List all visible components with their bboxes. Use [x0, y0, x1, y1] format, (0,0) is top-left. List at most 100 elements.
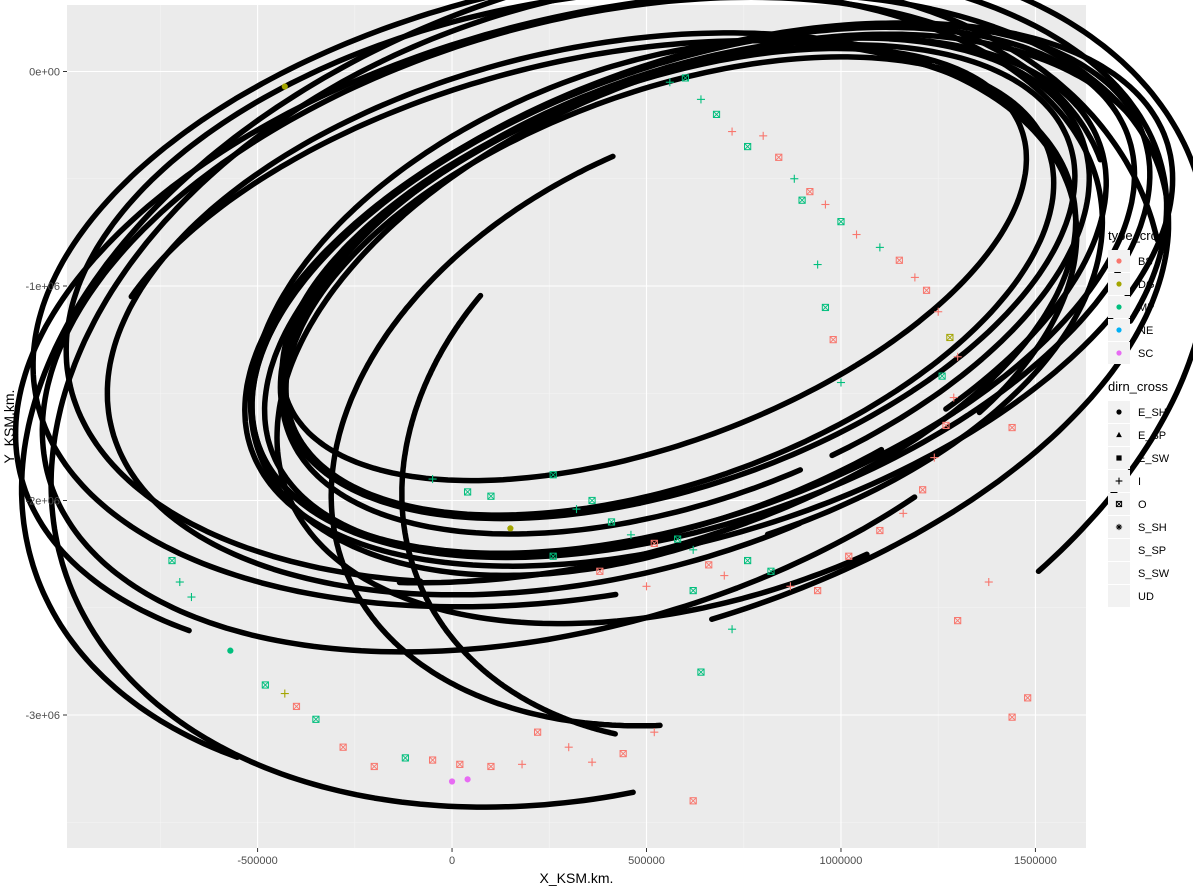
marker-MP-O: [837, 218, 845, 226]
legend-label-S_SH: S_SH: [1138, 522, 1167, 534]
marker-BS-O: [1024, 694, 1032, 702]
trajectory-E6: [39, 0, 1104, 655]
marker-BS-I: [650, 728, 659, 737]
marker-BS-O: [895, 256, 903, 264]
marker-layer: [168, 74, 1032, 805]
trajectory-E8: [48, 0, 1160, 810]
marker-BS-O: [428, 756, 437, 764]
marker-MP-O: [798, 196, 806, 204]
marker-BS-O: [1008, 423, 1016, 432]
major-gridlines: [67, 5, 1086, 848]
marker-BS-O: [1008, 713, 1016, 721]
x-axis-title: X_KSM.km.: [540, 870, 614, 886]
trajectory-E4: [30, 0, 1170, 610]
marker-BS-I: [852, 230, 861, 239]
y-tick-label: -2e+06: [25, 496, 60, 508]
legend-key-NE: [1116, 327, 1122, 333]
legend-label-BS: BS: [1138, 256, 1153, 268]
marker-DG-E_SH: [507, 525, 514, 532]
marker-MP-O: [938, 372, 946, 380]
marker-BS-O: [339, 743, 347, 751]
marker-BS-I: [934, 307, 943, 316]
marker-MP-I: [875, 243, 884, 252]
marker-BS-I: [518, 760, 527, 769]
marker-BS-O: [806, 188, 814, 196]
trajectory-E17: [247, 36, 933, 579]
marker-MP-O: [681, 74, 690, 82]
marker-BS-O: [942, 421, 950, 430]
trajectory-E5: [12, 0, 1172, 634]
legend-key-S_SH: [1115, 523, 1123, 531]
legend-key-SC: [1116, 350, 1122, 356]
marker-BS-O: [954, 617, 962, 625]
x-tick-label: -500000: [237, 855, 277, 867]
marker-BS-O: [814, 586, 822, 595]
legend-label-I: I: [1138, 476, 1141, 488]
legend-key-bg: [1108, 585, 1130, 607]
marker-BS-O: [487, 762, 495, 771]
legend-label-NE: NE: [1138, 325, 1153, 337]
marker-BS-O: [456, 760, 464, 768]
trajectory-E20: [399, 292, 618, 737]
marker-MP-O: [168, 556, 176, 565]
legend-label-DG: DG: [1138, 279, 1155, 291]
legend-key-bg: [1108, 539, 1130, 561]
marker-BS-I: [786, 582, 795, 591]
trajectory-layer: [12, 0, 1193, 810]
marker-MP-O: [697, 668, 705, 676]
marker-MP-I: [187, 593, 196, 602]
marker-MP-O: [549, 552, 557, 560]
marker-BS-I: [899, 509, 908, 518]
x-tick-label: 1000000: [820, 855, 863, 867]
marker-MP-I: [175, 577, 184, 587]
marker-MP-I: [728, 625, 737, 634]
marker-MP-O: [487, 492, 495, 500]
marker-BS-O: [876, 526, 884, 535]
trajectory-E16: [242, 20, 1176, 569]
marker-BS-I: [953, 352, 962, 361]
legend-label-SC: SC: [1138, 348, 1153, 360]
marker-MP-O: [674, 535, 682, 543]
marker-BS-O: [619, 750, 627, 758]
marker-BS-O: [829, 336, 837, 344]
marker-MP-O: [261, 681, 269, 689]
legend-key-bg: [1108, 562, 1130, 584]
marker-BS-O: [534, 728, 542, 736]
marker-MP-O: [549, 471, 557, 479]
marker-DG-O: [946, 333, 954, 342]
legend-label-UD: UD: [1138, 591, 1154, 603]
marker-MP-I: [836, 378, 846, 387]
marker-BS-I: [728, 127, 737, 136]
x-tick-label: 500000: [628, 855, 665, 867]
marker-MP-I: [790, 174, 799, 183]
marker-BS-I: [910, 273, 919, 282]
y-tick-label: -3e+06: [25, 710, 60, 722]
legend-label-E_SP: E_SP: [1138, 430, 1166, 442]
legend-label-E_SW: E_SW: [1138, 453, 1170, 465]
marker-BS-O: [689, 797, 697, 805]
marker-MP-I: [572, 505, 581, 514]
legend-key-E_SH: [1116, 409, 1122, 415]
marker-BS-I: [949, 393, 958, 402]
marker-BS-I: [821, 200, 830, 209]
marker-BS-O: [292, 702, 301, 711]
axis-ticks: -500000 0 500000 1000000 1500000 0e+00 -1e+06 -…: [25, 66, 1056, 867]
marker-MP-O: [463, 488, 472, 496]
minor-gridlines: [67, 5, 1086, 848]
marker-BS-I: [984, 577, 993, 587]
legend-title-type_cross: type_cross: [1108, 228, 1171, 243]
marker-BS-O: [370, 762, 378, 771]
marker-DG-E_SH: [281, 83, 288, 90]
legend-title-dirn_cross: dirn_cross: [1108, 379, 1168, 394]
legend-key-O: [1115, 500, 1123, 508]
legend-key-E_SW: [1116, 455, 1122, 461]
legend: type_cross BS DG MP NE SC dirn_cross E_SH E_SP E_…: [1108, 228, 1171, 607]
marker-BS-I: [759, 131, 768, 140]
legend-key-DG: [1116, 281, 1122, 287]
marker-MP-I: [696, 95, 705, 104]
marker-DG-I: [280, 689, 289, 698]
marker-BS-O: [596, 567, 604, 575]
marker-MP-I: [813, 260, 822, 269]
marker-SC-E_SH: [464, 776, 471, 783]
